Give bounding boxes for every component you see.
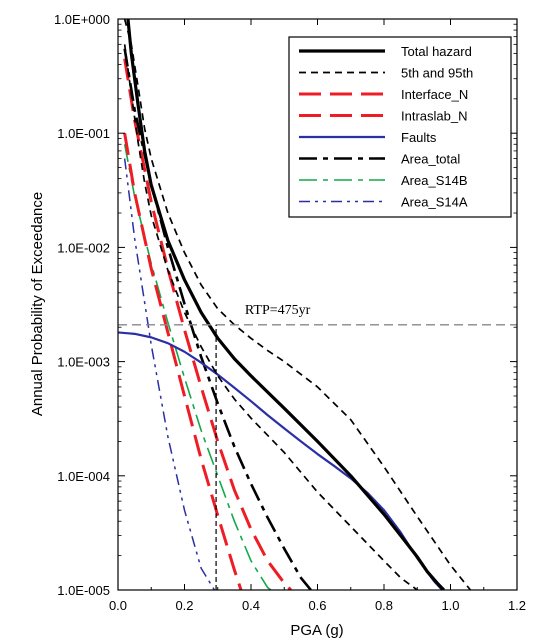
legend-label-5th-and-95th: 5th and 95th (401, 66, 473, 81)
x-tick-label: 0.4 (242, 598, 260, 613)
y-axis-title: Annual Probability of Exceedance (29, 192, 46, 416)
legend-box (288, 36, 512, 218)
x-tick-label: 1.0 (441, 598, 459, 613)
annotation-layer: RTP=475yr (118, 303, 517, 590)
x-tick-label: 0.2 (175, 598, 193, 613)
y-tick-label: 1.0E-001 (57, 126, 110, 141)
y-tick-label: 1.0E-005 (57, 583, 110, 598)
x-tick-label: 1.2 (508, 598, 526, 613)
series-line-total-hazard (126, 19, 446, 590)
series-line-area-total (123, 48, 312, 590)
series-line-area-s14b (123, 144, 272, 590)
series-line-faults (118, 331, 443, 590)
legend-label-intraslab-n: Intraslab_N (401, 109, 467, 124)
y-tick-label: 1.0E-002 (57, 240, 110, 255)
x-tick-label: 0.6 (308, 598, 326, 613)
legend-label-area-s14a: Area_S14A (401, 195, 468, 210)
legend: Total hazard 5th and 95th Interface_N Intra… (288, 36, 512, 218)
series-line-area-s14a (123, 158, 216, 590)
legend-label-area-s14b: Area_S14B (401, 173, 468, 188)
x-tick-label: 0.8 (375, 598, 393, 613)
y-tick-label: 1.0E-004 (57, 469, 110, 484)
x-tick-label: 0.0 (109, 598, 127, 613)
x-axis-title: PGA (g) (290, 622, 343, 639)
y-tick-label: 1.0E-003 (57, 355, 110, 370)
series-line-interface-n (123, 58, 292, 590)
rtp-annotation: RTP=475yr (245, 303, 311, 318)
ticks-layer: 0.0 0.2 0.4 0.6 0.8 1.0 1.2 1.0E+000 1.0E-001 1.0… (54, 12, 526, 613)
series-line-intraslab-n (123, 132, 243, 590)
legend-label-total-hazard: Total hazard (401, 44, 472, 59)
series-layer (118, 19, 472, 590)
series-line-5th-and-95th-2 (123, 44, 418, 590)
legend-label-interface-n: Interface_N (401, 87, 468, 102)
y-tick-label: 1.0E+000 (54, 12, 110, 27)
legend-label-faults: Faults (401, 130, 437, 145)
legend-label-area-total: Area_total (401, 152, 460, 167)
